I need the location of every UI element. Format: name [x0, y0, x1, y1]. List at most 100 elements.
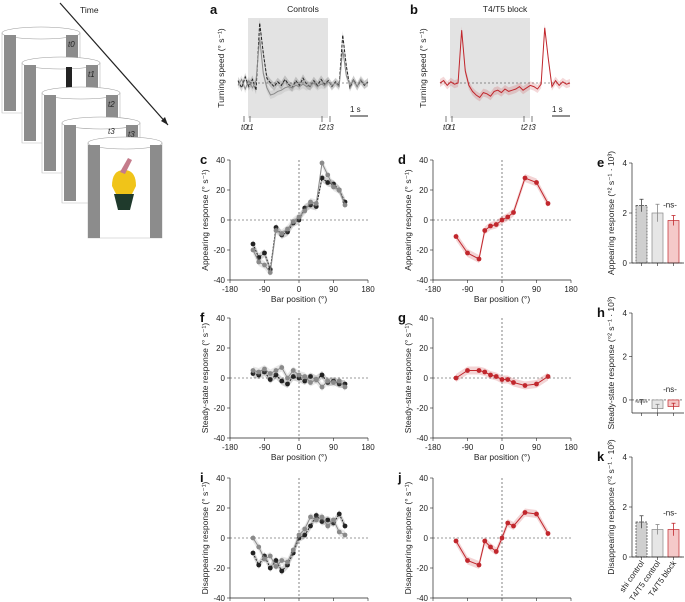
panel-letter: i	[200, 470, 204, 485]
data-point	[279, 378, 285, 384]
panel-f: f 40 20 0 -20 -40-180 -90 0 90 180 Bar position (°…	[200, 310, 375, 462]
data-point	[308, 523, 313, 529]
data-point	[273, 564, 279, 569]
y-tick-label: 2	[623, 352, 628, 361]
data-point	[534, 381, 539, 387]
y-tick-label: 20	[216, 186, 225, 195]
time-marker-label: t1	[449, 123, 456, 132]
y-tick-label: 0	[623, 396, 628, 405]
arena-panel-left	[24, 65, 36, 141]
x-axis-label: Bar position (°)	[474, 452, 530, 462]
y-axis-label: Steady-state response (° s⁻¹)	[200, 323, 210, 434]
x-tick-label: 0	[500, 285, 505, 294]
data-point	[319, 514, 325, 520]
data-point	[476, 256, 482, 262]
panel-letter: f	[200, 310, 205, 325]
data-point	[453, 234, 459, 239]
data-point	[256, 562, 262, 568]
data-point	[250, 535, 256, 541]
data-point	[267, 371, 273, 376]
data-point	[545, 201, 551, 206]
data-point	[313, 377, 319, 382]
data-point	[325, 517, 331, 523]
data-point	[482, 538, 488, 544]
significance-label: -ns-	[663, 508, 677, 517]
data-point	[302, 374, 308, 379]
arena-rim	[1, 26, 81, 40]
panel-c: c 40 20 0 -20 -40-180 -90 0 90 180 Bar position (°…	[200, 152, 375, 304]
data-point	[296, 532, 302, 538]
series-line	[439, 27, 571, 99]
stimulus-shade	[450, 18, 530, 118]
data-point	[499, 217, 505, 223]
data-point	[534, 180, 539, 185]
data-point	[465, 250, 470, 256]
data-point	[319, 519, 325, 524]
time-marker-label: t2	[521, 123, 528, 132]
frame-label: t0	[68, 40, 75, 49]
time-marker-label: t2	[319, 123, 326, 132]
data-point	[453, 538, 459, 544]
data-point	[319, 175, 325, 181]
data-point	[250, 368, 256, 373]
y-tick-label: 40	[216, 156, 225, 165]
arena-rim	[87, 136, 163, 150]
data-point	[308, 199, 313, 205]
y-tick-label: -40	[213, 276, 225, 285]
data-point	[534, 511, 539, 517]
x-tick-label: 90	[329, 285, 338, 294]
frame-label: t3	[128, 130, 135, 139]
data-point	[319, 160, 325, 166]
data-point	[267, 270, 273, 275]
data-point	[522, 383, 528, 388]
data-point	[256, 369, 262, 375]
y-axis-label: Disappearing response (°² s⁻¹ · 10³)	[606, 439, 616, 575]
data-point	[476, 368, 482, 373]
arena-panel-left	[64, 125, 76, 201]
y-tick-label: 2	[623, 503, 628, 512]
data-point	[325, 180, 331, 185]
data-point	[302, 526, 308, 532]
data-point	[493, 222, 499, 227]
data-point	[267, 553, 273, 559]
time-marker-label: t0	[443, 123, 450, 132]
data-point	[267, 377, 273, 382]
panel-k: k 4 2 0 Disappearing response (°² s⁻¹ · 10³)…	[597, 439, 684, 602]
y-tick-label: -40	[416, 434, 428, 443]
y-tick-label: 40	[419, 156, 428, 165]
y-tick-label: -20	[213, 564, 225, 573]
data-point	[279, 568, 285, 574]
panel-b: b T4/T5 block Turning speed (° s⁻¹) t0 t1 t2 t…	[410, 2, 571, 132]
data-point	[290, 547, 296, 553]
data-point	[302, 532, 308, 538]
panel-letter: h	[597, 305, 605, 320]
significance-label: -ns-	[663, 201, 677, 210]
y-tick-label: -40	[416, 276, 428, 285]
y-tick-label: 4	[623, 159, 628, 168]
data-point	[453, 375, 459, 381]
data-point	[342, 202, 348, 208]
x-tick-label: 90	[532, 285, 541, 294]
panel-a: a Controls Turning speed (° s⁻¹) t0 t1 t2 t3 1 …	[210, 2, 369, 132]
ball	[112, 170, 136, 194]
data-point	[256, 544, 262, 550]
x-axis-label: Bar position (°)	[271, 294, 327, 304]
y-tick-label: -20	[416, 404, 428, 413]
time-marker-label: t3	[529, 123, 536, 132]
series-line	[237, 22, 369, 91]
y-tick-label: 0	[623, 259, 628, 268]
series-band	[440, 23, 570, 102]
data-point	[279, 365, 285, 370]
data-point	[499, 377, 505, 382]
y-tick-label: -40	[213, 434, 225, 443]
data-point	[325, 523, 331, 529]
panel-letter: d	[398, 152, 406, 167]
panel-title: Controls	[287, 4, 319, 14]
y-tick-label: 0	[623, 553, 628, 562]
data-point	[522, 175, 528, 181]
x-axis-label: Bar position (°)	[474, 294, 530, 304]
ball-holder	[114, 194, 134, 210]
x-tick-label: 0	[500, 443, 505, 452]
x-tick-label: 180	[564, 443, 578, 452]
data-point	[285, 381, 290, 387]
